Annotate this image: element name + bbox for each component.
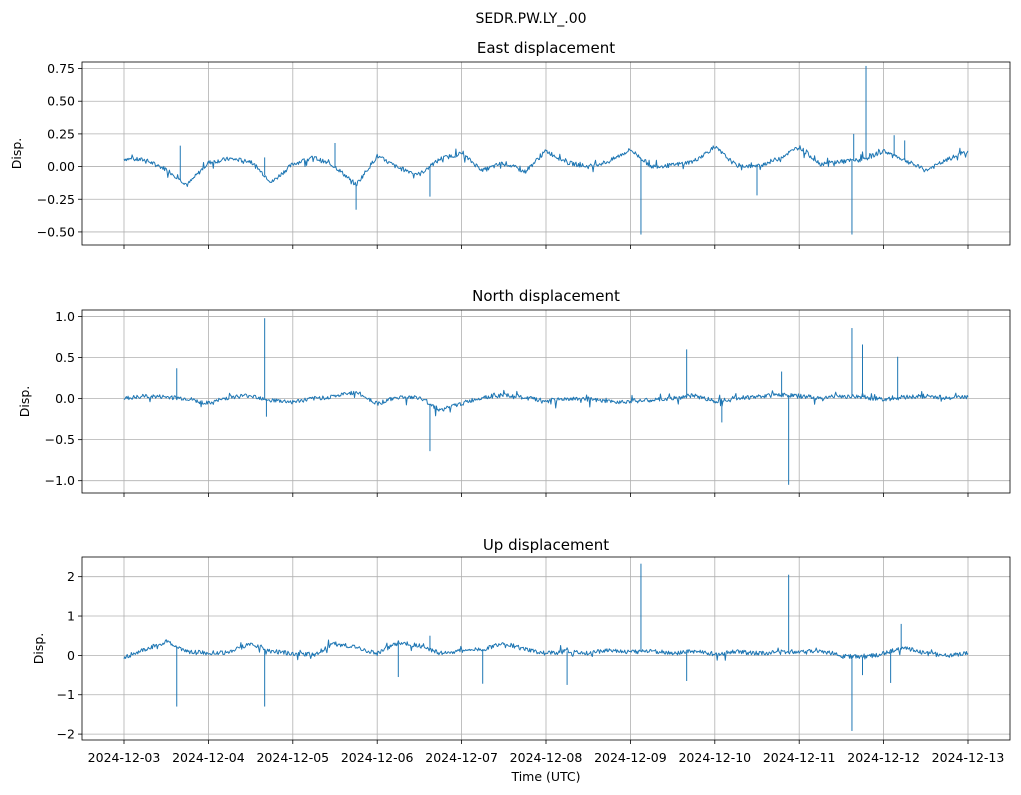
y-axis-label: Disp. — [17, 386, 32, 418]
y-axis-label: Disp. — [31, 633, 46, 665]
panel-title: Up displacement — [483, 536, 609, 554]
x-tick-label: 2024-12-03 — [88, 750, 161, 765]
y-tick-label: 0.0 — [55, 391, 75, 406]
x-axis-label: Time (UTC) — [510, 769, 580, 784]
y-axis-label: Disp. — [9, 138, 24, 170]
y-tick-label: 1.0 — [55, 309, 75, 324]
x-tick-label: 2024-12-10 — [678, 750, 751, 765]
x-tick-label: 2024-12-05 — [256, 750, 329, 765]
y-tick-label: −1.0 — [45, 473, 75, 488]
panel-up: 2024-12-03 2024-12-04 2024-12-05 2024-12-06… — [31, 536, 1011, 784]
plot-frame — [81, 309, 1011, 494]
panel-title: North displacement — [472, 287, 620, 305]
y-tick-label: −1 — [57, 687, 75, 702]
x-tick-label: 2024-12-06 — [341, 750, 414, 765]
y-tick-label: −0.25 — [37, 192, 75, 207]
y-tick-label: −2 — [57, 727, 75, 742]
series-line — [123, 145, 969, 187]
x-tick-label: 2024-12-08 — [510, 750, 583, 765]
panel-title: East displacement — [477, 39, 615, 57]
y-tick-label: 0.25 — [47, 126, 75, 141]
x-tick-label: 2024-12-04 — [172, 750, 245, 765]
panel-north: −1.0 −0.5 0.0 0.5 1.0 North displacement Disp. — [17, 287, 1011, 497]
y-tick-label: 0 — [67, 648, 75, 663]
y-tick-label: −0.5 — [45, 432, 75, 447]
y-tick-label: 0.00 — [47, 159, 75, 174]
plot-frame — [81, 61, 1011, 246]
y-tick-label: 0.75 — [47, 61, 75, 76]
y-tick-label: −0.50 — [37, 224, 75, 239]
x-tick-label: 2024-12-07 — [425, 750, 498, 765]
x-tick-label: 2024-12-12 — [847, 750, 920, 765]
panel-east: −0.50 −0.25 0.00 0.25 0.50 0.75 East displacem… — [9, 39, 1011, 249]
x-tick-label: 2024-12-13 — [932, 750, 1005, 765]
y-tick-label: 2 — [67, 569, 75, 584]
y-tick-label: 1 — [67, 609, 75, 624]
figure-title: SEDR.PW.LY_.00 — [475, 11, 586, 27]
y-tick-label: 0.50 — [47, 94, 75, 109]
plot-frame — [81, 556, 1011, 741]
x-tick-label: 2024-12-11 — [763, 750, 836, 765]
y-tick-label: 0.5 — [55, 350, 75, 365]
x-tick-label: 2024-12-09 — [594, 750, 667, 765]
series-line — [123, 389, 969, 417]
